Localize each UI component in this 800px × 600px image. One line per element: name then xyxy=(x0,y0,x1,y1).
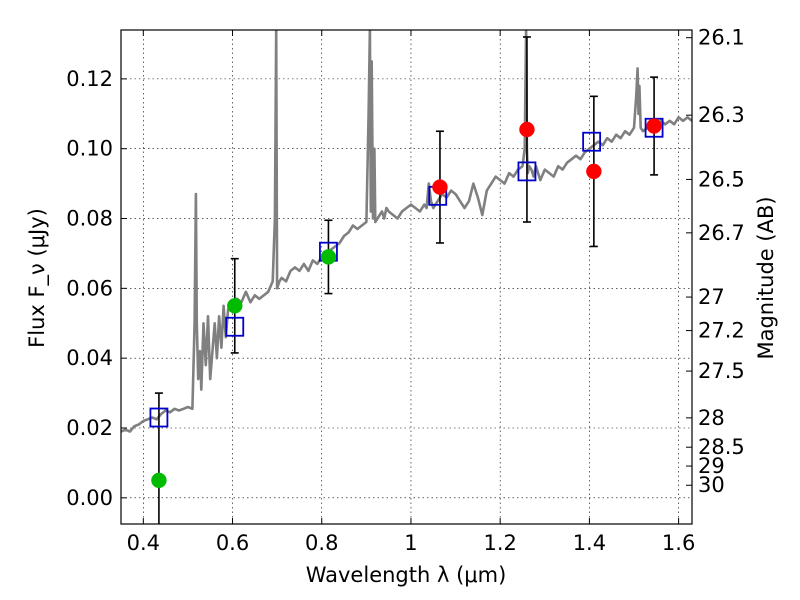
mag-tick-label: 26.5 xyxy=(698,167,745,191)
photometry-point xyxy=(227,298,243,314)
x-tick-label: 1.6 xyxy=(662,531,695,555)
y-axis-label: Flux F_ν (μJy) xyxy=(25,208,50,348)
model-point-square xyxy=(582,131,602,152)
model-point-square xyxy=(225,316,245,337)
y2-axis-label: Magnitude (AB) xyxy=(754,196,778,359)
x-tick-label: 1.4 xyxy=(573,531,606,555)
mag-tick-label: 26.3 xyxy=(698,103,745,127)
spectrum-line xyxy=(121,30,692,433)
mag-tick-label: 29 xyxy=(698,454,725,478)
photometry-point xyxy=(151,472,167,489)
x-axis-label: Wavelength λ (μm) xyxy=(306,563,507,587)
mag-tick-label: 30 xyxy=(698,473,725,497)
spectrum-layer xyxy=(121,30,692,433)
mag-tick-label: 28.5 xyxy=(698,435,745,459)
y-tick-label: 0.12 xyxy=(66,67,113,91)
photometry-point xyxy=(432,179,448,195)
y-tick-label: 0.08 xyxy=(66,207,113,231)
x-tick-label: 0.6 xyxy=(216,531,249,555)
photometry-point xyxy=(586,163,602,180)
marker-layer xyxy=(149,117,664,489)
photometry-point xyxy=(519,121,535,138)
y-tick-label: 0.00 xyxy=(66,486,113,510)
model-point-square xyxy=(149,407,169,428)
x-tick-label: 0.4 xyxy=(127,531,160,555)
grid-layer xyxy=(121,30,692,524)
axis-layer: 0.4 0.6 0.8 1 1.2 1.4 1.6 0.00 0.02 0.04 0.06 0.08 0… xyxy=(66,26,745,555)
mag-tick-label: 27.2 xyxy=(698,319,745,343)
mag-tick-label: 27 xyxy=(698,285,725,309)
y-tick-label: 0.10 xyxy=(66,137,113,161)
mag-tick-label: 26.1 xyxy=(698,26,745,50)
x-tick-label: 1 xyxy=(404,531,417,555)
plot-frame xyxy=(120,29,693,525)
x-tick-label: 0.8 xyxy=(305,531,338,555)
mag-tick-label: 27.5 xyxy=(698,359,745,383)
model-point-square xyxy=(517,161,537,182)
y-tick-label: 0.04 xyxy=(66,346,113,370)
y-tick-label: 0.02 xyxy=(66,416,113,440)
mag-tick-label: 26.7 xyxy=(698,221,745,245)
photometry-point xyxy=(646,118,662,134)
x-tick-label: 1.2 xyxy=(483,531,516,555)
y-tick-label: 0.06 xyxy=(66,276,113,300)
mag-tick-label: 28 xyxy=(698,406,725,430)
photometry-point xyxy=(320,249,337,265)
